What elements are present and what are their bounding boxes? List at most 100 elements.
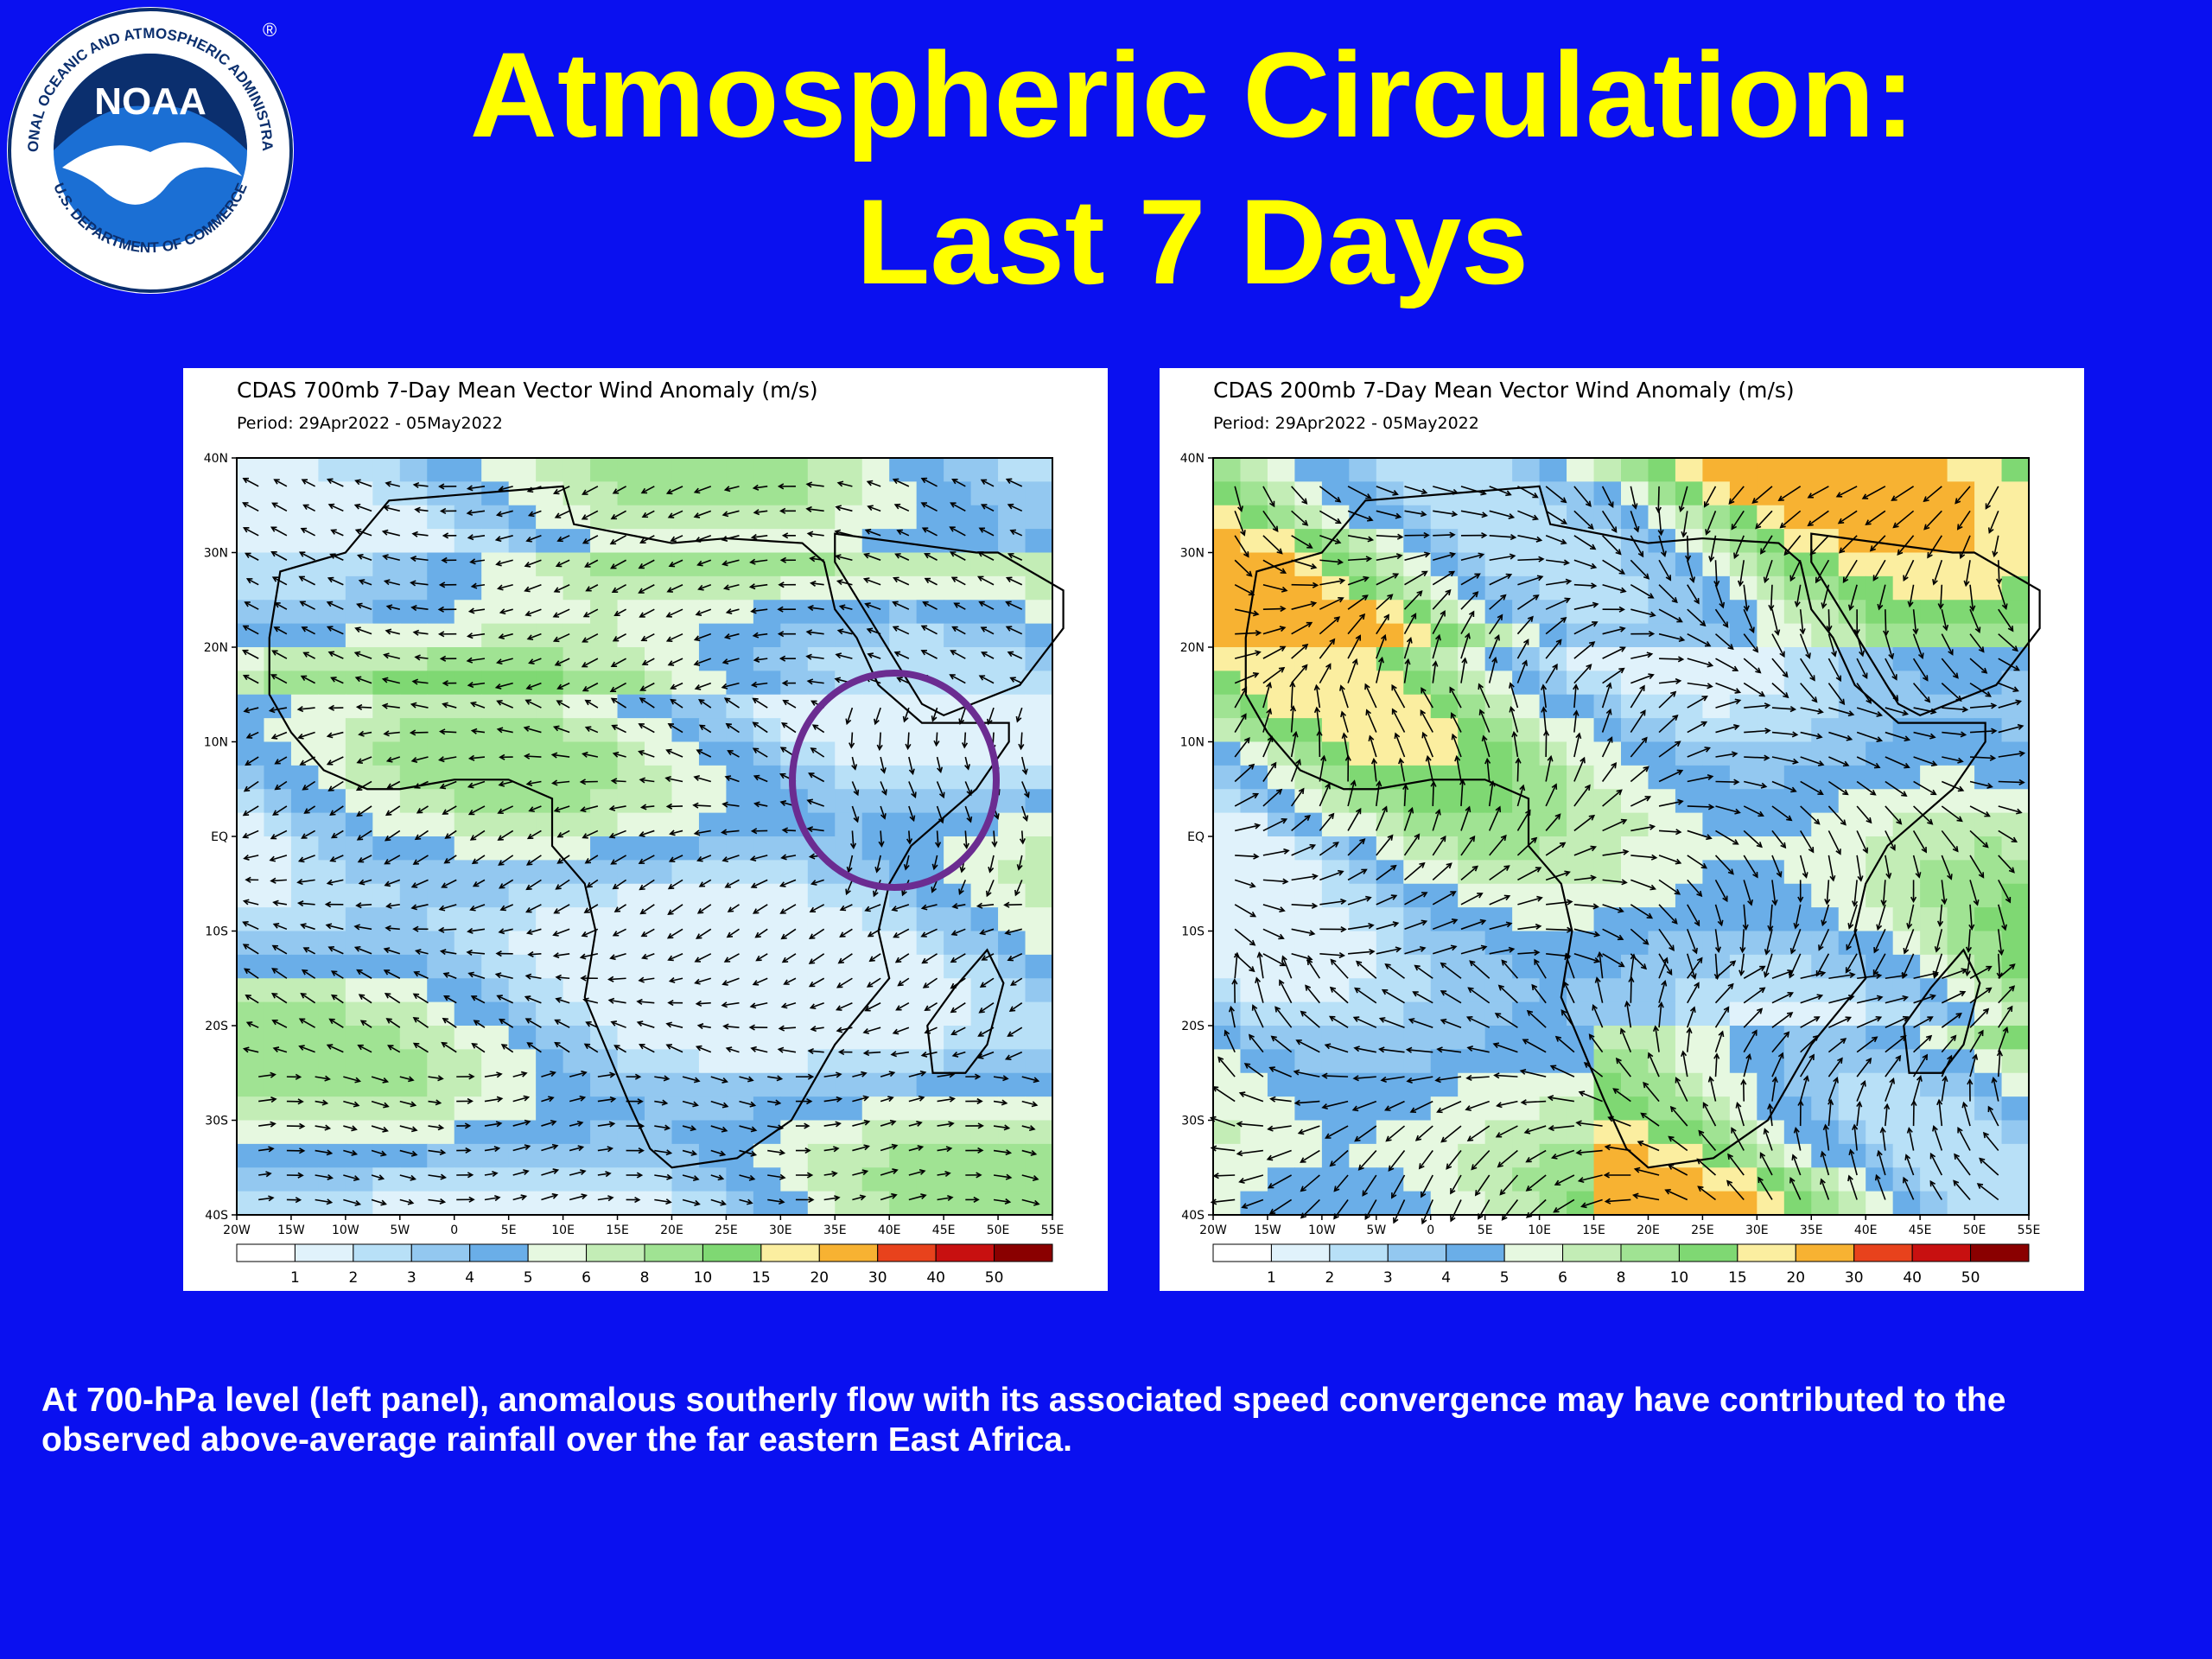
wind-vector bbox=[1885, 1077, 1896, 1102]
wind-vector bbox=[1306, 958, 1321, 979]
shading-cell bbox=[1539, 458, 1567, 482]
shading-cell bbox=[2001, 765, 2030, 790]
wind-vector bbox=[1550, 1149, 1575, 1160]
wind-vector bbox=[1913, 707, 1937, 715]
shading-cell bbox=[1430, 529, 1459, 554]
wind-vector bbox=[579, 952, 599, 960]
lon-tick-label: 20E bbox=[660, 1224, 683, 1237]
shading-cell bbox=[454, 1026, 482, 1050]
shading-cell bbox=[1811, 931, 1840, 956]
wind-vector bbox=[964, 781, 973, 797]
shading-cell bbox=[645, 978, 673, 1003]
wind-vector bbox=[1800, 780, 1824, 795]
wind-vector bbox=[1743, 1007, 1764, 1028]
shading-cell bbox=[1729, 883, 1758, 908]
wind-vector bbox=[1856, 995, 1884, 1004]
wind-vector bbox=[467, 681, 486, 689]
wind-vector bbox=[1460, 510, 1489, 518]
wind-vector bbox=[1687, 774, 1714, 783]
wind-vector bbox=[354, 479, 372, 487]
shading-cell bbox=[1729, 575, 1758, 601]
wind-vector bbox=[1705, 511, 1717, 536]
wind-vector bbox=[326, 478, 344, 487]
shading-cell bbox=[399, 1001, 428, 1027]
wind-vector bbox=[1376, 573, 1400, 586]
shading-cell bbox=[1593, 505, 1622, 530]
shading-cell bbox=[944, 718, 972, 743]
wind-vector bbox=[469, 830, 486, 841]
shading-cell bbox=[1621, 647, 1649, 671]
shading-cell bbox=[1484, 458, 1513, 482]
shading-cell bbox=[807, 458, 836, 482]
wind-vector bbox=[1008, 1002, 1023, 1012]
wind-vector bbox=[583, 904, 599, 913]
shading-cell bbox=[1213, 978, 1242, 1003]
wind-vector bbox=[1436, 1100, 1462, 1114]
shading-cell bbox=[264, 907, 292, 932]
shading-cell bbox=[671, 1072, 700, 1097]
wind-vector bbox=[523, 753, 542, 760]
wind-vector bbox=[1714, 960, 1737, 979]
shading-cell bbox=[399, 718, 428, 743]
shading-cell bbox=[1811, 1191, 1840, 1216]
colorbar-label: 6 bbox=[582, 1269, 591, 1287]
wind-vector bbox=[1341, 732, 1349, 758]
shading-cell bbox=[1974, 789, 2003, 814]
wind-vector bbox=[1234, 584, 1255, 596]
shading-cell bbox=[1349, 1167, 1377, 1192]
wind-vector bbox=[1005, 626, 1023, 635]
wind-vector bbox=[371, 1174, 385, 1181]
wind-vector bbox=[1235, 629, 1262, 637]
wind-vector bbox=[1687, 953, 1697, 981]
shading-cell bbox=[835, 812, 863, 837]
wind-vector bbox=[1856, 780, 1877, 796]
wind-vector bbox=[1495, 1125, 1518, 1138]
wind-vector bbox=[1573, 486, 1592, 507]
wind-vector bbox=[1268, 1198, 1293, 1215]
wind-vector bbox=[1714, 904, 1724, 927]
wind-vector bbox=[670, 682, 683, 690]
shading-cell bbox=[780, 1191, 809, 1216]
wind-vector bbox=[668, 976, 683, 983]
shading-cell bbox=[617, 1143, 645, 1168]
wind-vector bbox=[1269, 1096, 1292, 1103]
wind-vector bbox=[1779, 510, 1802, 529]
wind-vector bbox=[1450, 1199, 1462, 1223]
wind-vector bbox=[551, 779, 570, 786]
wind-vector bbox=[1856, 855, 1864, 882]
wind-vector bbox=[834, 554, 853, 562]
wind-vector bbox=[1234, 559, 1253, 577]
shading-cell bbox=[454, 954, 482, 979]
wind-vector bbox=[810, 1026, 824, 1033]
wind-vector bbox=[467, 971, 486, 980]
shading-cell bbox=[645, 931, 673, 956]
shading-cell bbox=[290, 1167, 319, 1192]
shading-cell bbox=[698, 860, 727, 885]
shading-cell bbox=[998, 1191, 1027, 1216]
wind-vector bbox=[272, 923, 288, 931]
wind-vector bbox=[315, 1149, 334, 1156]
wind-vector bbox=[780, 928, 797, 940]
wind-vector bbox=[638, 723, 655, 734]
noaa-logo: NOAA NATIONAL OCEANIC AND ATMOSPHERIC AD… bbox=[3, 3, 294, 294]
shading-cell bbox=[290, 1026, 319, 1050]
shading-cell bbox=[1025, 718, 1053, 743]
wind-vector bbox=[980, 479, 995, 487]
shading-cell bbox=[1648, 860, 1676, 885]
shading-cell bbox=[1458, 600, 1486, 625]
shading-cell bbox=[1838, 718, 1866, 743]
shading-cell bbox=[889, 836, 918, 861]
wind-vector bbox=[1737, 560, 1745, 588]
wind-vector bbox=[1355, 960, 1377, 979]
shading-cell bbox=[1702, 1191, 1731, 1216]
wind-vector bbox=[410, 580, 429, 587]
shading-cell bbox=[671, 907, 700, 932]
shading-cell bbox=[264, 1120, 292, 1145]
shading-cell bbox=[1025, 529, 1053, 554]
shading-cell bbox=[508, 1167, 537, 1192]
wind-vector bbox=[1460, 657, 1468, 683]
wind-vector bbox=[1238, 1091, 1264, 1103]
shading-cell bbox=[2001, 978, 2030, 1003]
shading-cell bbox=[508, 671, 537, 696]
wind-vector bbox=[977, 551, 995, 561]
